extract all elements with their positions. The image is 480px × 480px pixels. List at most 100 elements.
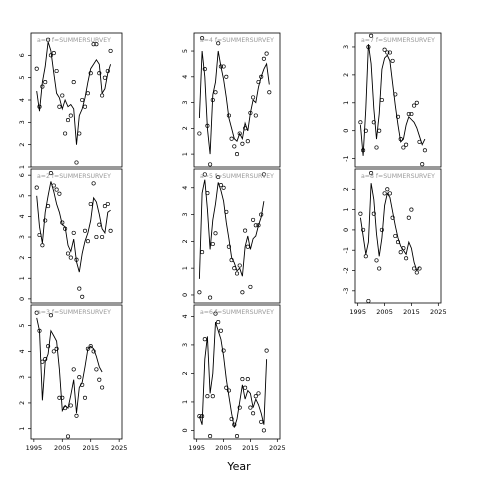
data-point	[234, 152, 240, 157]
data-point	[390, 215, 395, 220]
data-point	[253, 394, 258, 399]
data-point	[404, 142, 409, 147]
data-point	[208, 434, 213, 439]
panel-frame	[193, 304, 281, 440]
data-point	[91, 42, 96, 47]
data-point	[374, 145, 379, 150]
data-point	[229, 416, 234, 422]
data-point	[259, 74, 264, 79]
data-point	[82, 104, 88, 109]
data-point	[261, 172, 266, 177]
data-point	[224, 74, 229, 79]
y-tick-label: 3	[181, 343, 189, 347]
y-tick-label: 3	[18, 235, 26, 239]
data-point	[74, 257, 79, 262]
y-tick-label: 3	[181, 212, 189, 216]
data-point	[40, 243, 45, 248]
data-point	[371, 211, 376, 216]
y-tick-label: -2	[342, 267, 350, 273]
x-tick-label: 2015	[242, 444, 259, 452]
panel-strip-label: a=3 f=SUMMERSURVEY	[37, 309, 111, 316]
data-point	[422, 148, 427, 153]
panel-frame	[193, 168, 281, 304]
data-point	[108, 228, 113, 233]
data-point	[102, 75, 107, 80]
data-point	[379, 97, 384, 103]
panel-4: a=4 f=SUMMERSURVEY 1 2 3 4 5	[181, 32, 281, 168]
panel-strip-label: a=5 f=SUMMERSURVEY	[200, 173, 274, 180]
data-point	[71, 230, 76, 235]
panel-strip-label: a=7 f=SUMMERSURVEY	[361, 37, 435, 44]
data-point	[60, 93, 65, 98]
data-point	[267, 90, 272, 95]
x-tick-label: 2005	[215, 444, 232, 452]
data-point	[377, 266, 382, 271]
data-point	[80, 97, 85, 103]
y-tick-label: 0	[342, 129, 350, 133]
data-point	[74, 160, 79, 165]
data-point	[37, 232, 42, 238]
data-point	[237, 405, 242, 410]
data-point	[261, 428, 266, 433]
panel-3: a=3 f=SUMMERSURVEY 1 2 3 4 5 1995 2005 2015 2025	[18, 304, 127, 452]
y-tick-label: 2	[181, 239, 189, 243]
data-point	[51, 349, 56, 354]
data-point	[63, 131, 68, 136]
data-point	[40, 359, 45, 364]
data-point	[51, 183, 56, 188]
data-point	[46, 344, 51, 349]
y-tick-label: 1	[181, 152, 189, 156]
data-point	[420, 162, 425, 167]
data-point	[218, 328, 223, 333]
data-point	[417, 266, 422, 271]
data-point	[100, 385, 105, 390]
data-point	[80, 294, 85, 299]
data-point	[85, 91, 90, 96]
y-tick-label: 3	[18, 375, 26, 379]
y-tick-label: 3	[18, 120, 26, 124]
data-point	[358, 211, 363, 216]
data-point	[221, 185, 226, 190]
data-point	[363, 254, 368, 259]
fitted-line	[359, 183, 420, 272]
data-point	[398, 137, 403, 142]
data-point	[248, 110, 253, 115]
data-point	[253, 223, 258, 228]
y-tick-label: 0	[342, 228, 350, 232]
data-point	[77, 375, 82, 380]
data-point	[387, 191, 392, 196]
data-point	[385, 50, 390, 55]
data-point	[82, 395, 88, 400]
data-point	[37, 104, 42, 109]
y-tick-label: 1	[181, 266, 189, 270]
data-point	[390, 58, 395, 63]
data-point	[395, 114, 401, 119]
y-tick-label: 2	[181, 126, 189, 130]
y-tick-label: 0	[181, 293, 189, 297]
data-point	[97, 71, 102, 76]
y-tick-label: -1	[342, 247, 350, 253]
data-point	[371, 120, 376, 125]
data-point	[65, 251, 71, 256]
x-tick-label: 2015	[82, 444, 99, 452]
data-point	[34, 310, 39, 315]
y-tick-label: 0	[181, 428, 189, 432]
y-tick-label: 4	[18, 349, 26, 353]
data-point	[54, 187, 59, 192]
x-tick-label: 2025	[430, 308, 447, 316]
data-point	[85, 346, 90, 351]
data-point	[97, 377, 102, 382]
data-point	[393, 233, 398, 239]
data-point	[213, 90, 218, 95]
y-tick-label: 3	[342, 45, 350, 49]
data-point	[63, 406, 68, 411]
data-point	[259, 212, 264, 217]
data-point	[226, 388, 231, 393]
y-tick-label: 4	[181, 75, 189, 79]
data-point	[102, 204, 107, 209]
data-point	[234, 271, 240, 276]
data-point	[80, 382, 85, 387]
y-tick-label: 2	[18, 256, 26, 260]
data-point	[54, 68, 59, 74]
